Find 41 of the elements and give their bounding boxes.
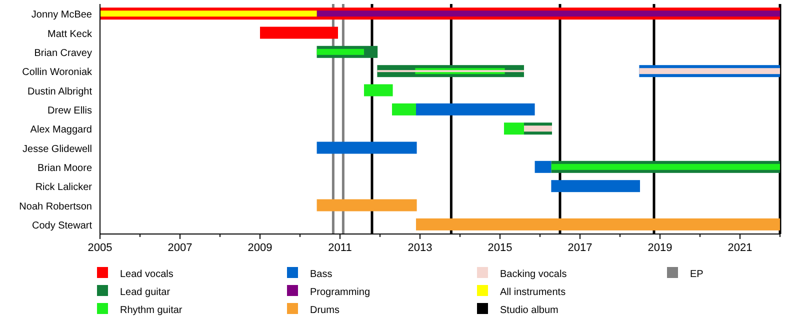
y-tick-label: Collin Woroniak [22, 67, 93, 78]
bar [316, 10, 780, 17]
legend-label: Studio album [500, 305, 558, 316]
y-tick-label: Alex Maggard [30, 124, 92, 136]
bar [260, 26, 338, 39]
legend-label: Bass [310, 269, 332, 280]
y-tick-label: Noah Robertson [19, 201, 92, 212]
x-tick-label: 2005 [88, 242, 112, 254]
legend-label: Programming [310, 287, 370, 298]
bar [100, 10, 317, 17]
x-tick-label: 2019 [648, 242, 672, 254]
x-tick-label: 2017 [568, 242, 592, 254]
legend-label: Backing vocals [500, 269, 567, 280]
legend-label: Lead vocals [120, 269, 174, 280]
x-tick-label: 2009 [248, 242, 272, 254]
x-tick-label: 2013 [408, 242, 432, 254]
y-tick-label: Matt Keck [48, 28, 93, 40]
y-tick-label: Cody Stewart [32, 220, 92, 232]
y-tick-label: Drew Ellis [48, 105, 92, 116]
legend-label: All instruments [500, 287, 566, 298]
legend-label: Lead guitar [120, 287, 171, 298]
bar [316, 199, 417, 212]
y-tick-label: Rick Lalicker [35, 182, 93, 194]
legend-label: Drums [310, 305, 340, 316]
x-tick-label: 2007 [168, 242, 192, 254]
legend-label: Rhythm guitar [120, 305, 183, 316]
y-tick-label: Brian Moore [38, 162, 92, 174]
x-tick-label: 2015 [488, 242, 512, 254]
x-tick-label: 2021 [728, 242, 752, 254]
y-tick-label: Brian Cravey [34, 48, 92, 59]
bar [534, 160, 552, 173]
bar [316, 142, 417, 154]
y-tick-label: Dustin Albright [28, 86, 92, 98]
y-tick-label: Jesse Glidewell [22, 144, 92, 155]
legend-label: EP [690, 269, 704, 280]
bar [416, 218, 780, 230]
bar [639, 68, 780, 74]
bar [416, 103, 535, 116]
y-tick-label: Jonny McBee [31, 10, 92, 21]
bar [551, 180, 640, 192]
x-tick-label: 2011 [328, 242, 352, 254]
